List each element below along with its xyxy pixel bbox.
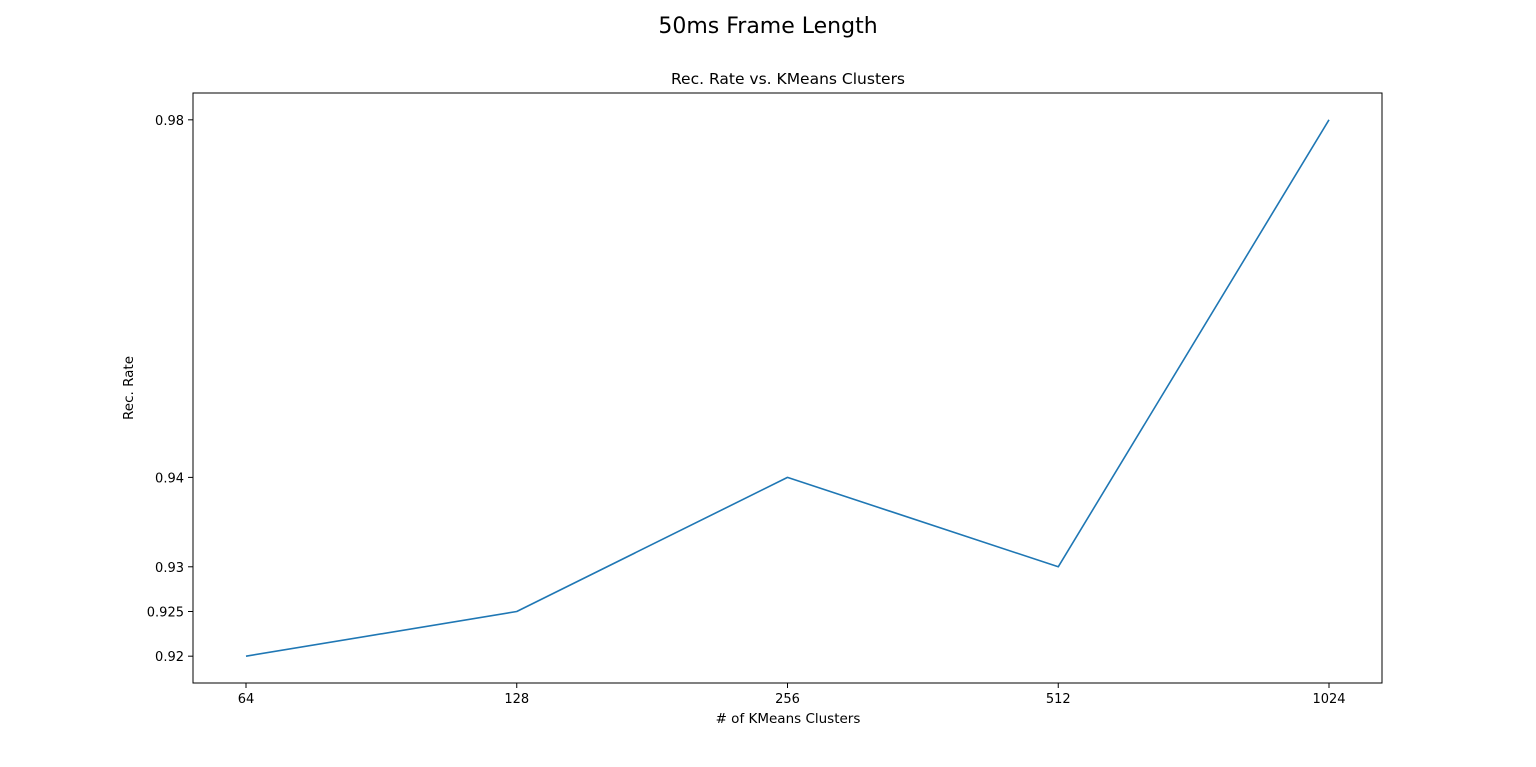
series-line: [245, 119, 1330, 657]
y-tick-label: 0.93: [155, 561, 184, 576]
y-tick-label: 0.98: [155, 114, 184, 129]
x-tick-label: 512: [1046, 692, 1071, 707]
x-axis-ticks: 64 128 256 512 1024: [238, 683, 1346, 707]
x-tick-label: 1024: [1312, 692, 1345, 707]
y-axis-ticks: 0.92 0.925 0.93 0.94 0.98: [147, 114, 193, 665]
chart-title: Rec. Rate vs. KMeans Clusters: [671, 70, 905, 88]
figure-title: 50ms Frame Length: [658, 14, 877, 39]
y-tick-label: 0.94: [155, 471, 184, 486]
x-tick-label: 256: [775, 692, 800, 707]
x-axis-label: # of KMeans Clusters: [716, 711, 861, 727]
series-layer: [245, 119, 1330, 657]
y-tick-label: 0.925: [147, 605, 184, 620]
y-tick-label: 0.92: [155, 650, 184, 665]
plot-area: 64 128 256 512 1024 0.92 0.925 0.93 0.94 0.98: [147, 92, 1383, 707]
x-tick-label: 64: [238, 692, 255, 707]
y-axis-label: Rec. Rate: [121, 356, 137, 420]
x-tick-label: 128: [504, 692, 529, 707]
